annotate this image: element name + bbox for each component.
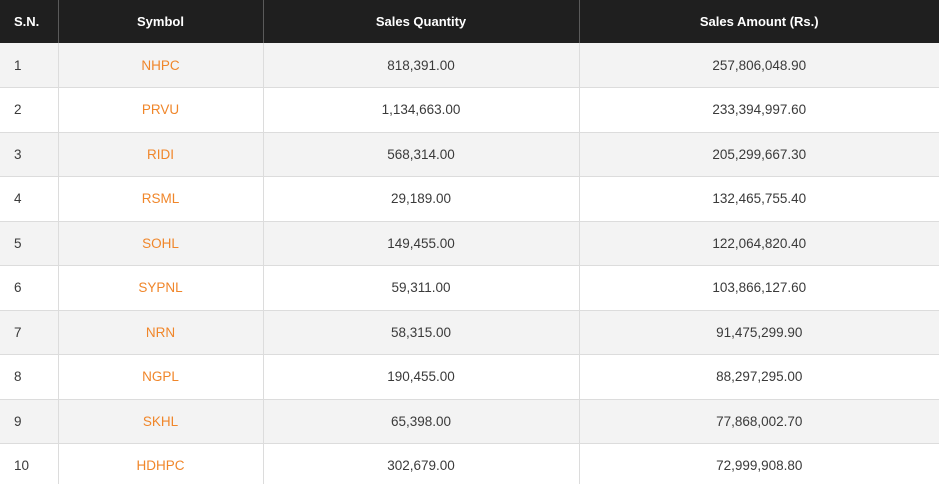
row-sn: 4	[0, 176, 59, 221]
table-row: 8 NGPL 190,455.00 88,297,295.00	[0, 354, 939, 399]
sales-quantity-cell: 818,391.00	[263, 43, 580, 88]
sales-amount-cell: 103,866,127.60	[712, 280, 807, 296]
symbol-cell: NHPC	[58, 43, 264, 88]
table-row: 6 SYPNL 59,311.00 103,866,127.60	[0, 265, 939, 310]
sales-quantity-cell: 190,455.00	[263, 354, 580, 399]
sales-quantity-cell: 1,134,663.00	[263, 87, 580, 132]
header-row: S.N. Symbol Sales Quantity Sales Amount …	[0, 0, 939, 43]
sales-quantity-cell: 65,398.00	[263, 399, 580, 444]
symbol-cell: NGPL	[58, 354, 264, 399]
row-sn: 1	[0, 43, 59, 88]
row-sn: 9	[0, 399, 59, 444]
symbol-cell: RIDI	[58, 132, 264, 177]
symbol-cell: RSML	[58, 176, 264, 221]
sales-amount-cell: 88,297,295.00	[716, 369, 803, 385]
table-row: 10 HDHPC 302,679.00 72,999,908.80	[0, 443, 939, 484]
table-row: 7 NRN 58,315.00 91,475,299.90	[0, 310, 939, 355]
sales-amount-cell: 122,064,820.40	[712, 235, 807, 251]
table-row: 5 SOHL 149,455.00 122,064,820.40	[0, 221, 939, 266]
sales-amount-cell: 72,999,908.80	[716, 458, 803, 474]
sales-amount-cell: 233,394,997.60	[712, 102, 807, 118]
sales-quantity-cell: 149,455.00	[263, 221, 580, 266]
header-symbol[interactable]: Symbol	[58, 0, 264, 43]
symbol-link[interactable]: SOHL	[142, 235, 179, 251]
table-row: 2 PRVU 1,134,663.00 233,394,997.60	[0, 87, 939, 132]
row-sn: 10	[0, 443, 59, 484]
symbol-link[interactable]: HDHPC	[136, 458, 185, 474]
row-sn: 6	[0, 265, 59, 310]
header-sn[interactable]: S.N.	[0, 0, 59, 43]
sales-quantity-cell: 302,679.00	[263, 443, 580, 484]
symbol-cell: HDHPC	[58, 443, 264, 484]
sales-quantity-cell: 59,311.00	[263, 265, 580, 310]
table-body: 1 NHPC 818,391.00 257,806,048.90 2 PRVU …	[0, 43, 939, 484]
symbol-cell: SYPNL	[58, 265, 264, 310]
sales-amount-cell: 91,475,299.90	[716, 324, 803, 340]
header-sales-amount[interactable]: Sales Amount (Rs.)	[699, 14, 819, 29]
table-header: S.N. Symbol Sales Quantity Sales Amount …	[0, 0, 939, 43]
row-sn: 8	[0, 354, 59, 399]
symbol-cell: NRN	[58, 310, 264, 355]
symbol-link[interactable]: SYPNL	[138, 280, 183, 296]
row-sn: 7	[0, 310, 59, 355]
symbol-link[interactable]: SKHL	[142, 413, 179, 429]
symbol-link[interactable]: RIDI	[147, 146, 174, 162]
row-sn: 5	[0, 221, 59, 266]
symbol-link[interactable]: RSML	[141, 191, 180, 207]
sales-quantity-cell: 568,314.00	[263, 132, 580, 177]
symbol-link[interactable]: PRVU	[141, 102, 180, 118]
row-sn: 3	[0, 132, 59, 177]
sales-amount-cell: 132,465,755.40	[712, 191, 807, 207]
sales-quantity-cell: 29,189.00	[263, 176, 580, 221]
sales-amount-cell: 77,868,002.70	[716, 413, 803, 429]
table-row: 3 RIDI 568,314.00 205,299,667.30	[0, 132, 939, 177]
symbol-cell: PRVU	[58, 87, 264, 132]
sales-quantity-cell: 58,315.00	[263, 310, 580, 355]
table-row: 4 RSML 29,189.00 132,465,755.40	[0, 176, 939, 221]
symbol-cell: SOHL	[58, 221, 264, 266]
row-sn: 2	[0, 87, 59, 132]
header-sales-quantity[interactable]: Sales Quantity	[263, 0, 580, 43]
symbol-link[interactable]: NGPL	[142, 369, 179, 385]
table-row: 9 SKHL 65,398.00 77,868,002.70	[0, 399, 939, 444]
table-row: 1 NHPC 818,391.00 257,806,048.90	[0, 43, 939, 88]
sales-amount-cell: 205,299,667.30	[712, 146, 807, 162]
symbol-cell: SKHL	[58, 399, 264, 444]
sales-amount-cell: 257,806,048.90	[712, 57, 807, 73]
symbol-link[interactable]: NHPC	[141, 57, 180, 73]
symbol-link[interactable]: NRN	[145, 324, 176, 340]
